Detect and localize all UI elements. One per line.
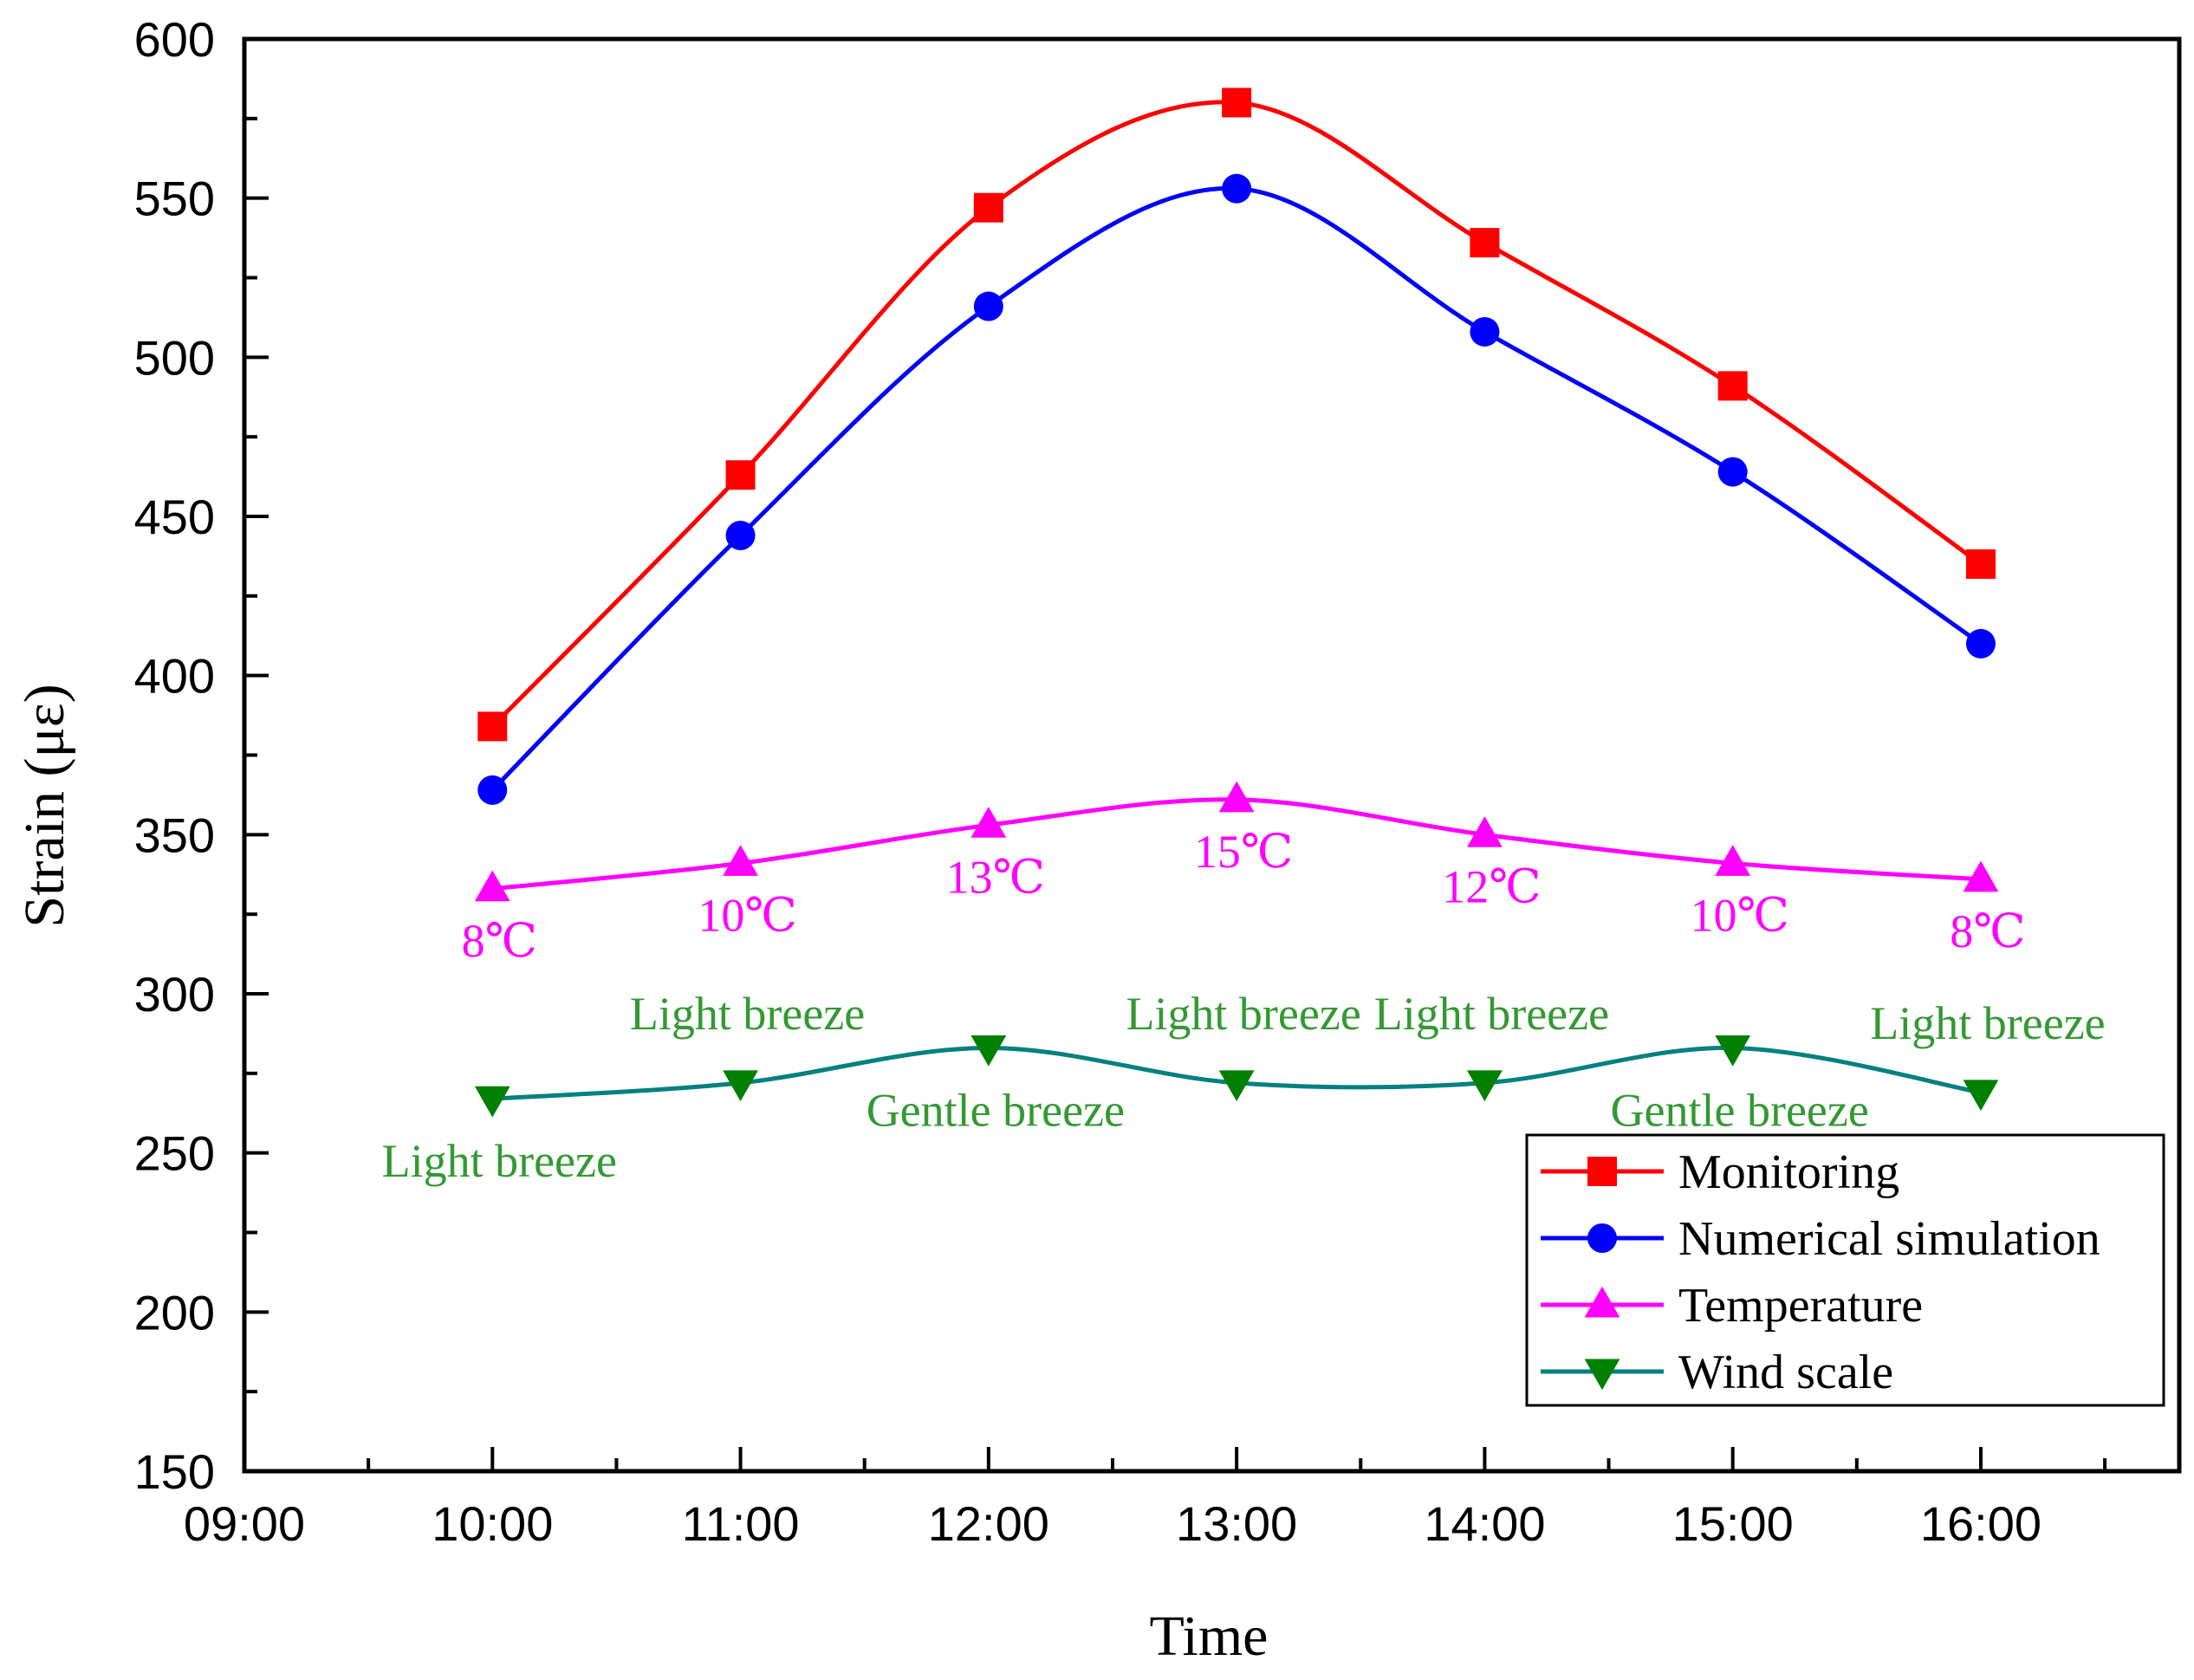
data-point <box>477 775 508 805</box>
data-label: 13℃ <box>946 851 1045 903</box>
data-label: 8℃ <box>1950 905 2025 957</box>
legend-item: Numerical simulation <box>1541 1212 2100 1266</box>
data-point <box>1222 88 1252 118</box>
data-point <box>474 1086 510 1118</box>
data-point <box>1717 371 1748 401</box>
legend-box <box>1525 1133 2165 1407</box>
data-label: Light breeze <box>1374 988 1609 1040</box>
data-point <box>477 711 508 742</box>
x-tick-label: 16:00 <box>1920 1496 2041 1551</box>
data-label: Light breeze <box>1126 988 1360 1040</box>
series-wind-scale <box>474 1035 1999 1118</box>
data-point <box>1467 816 1503 847</box>
data-point <box>1965 628 1996 658</box>
data-label: 12℃ <box>1442 860 1541 912</box>
legend-label: Monitoring <box>1678 1145 1899 1199</box>
data-label: 8℃ <box>462 915 537 967</box>
data-point <box>1717 457 1748 487</box>
data-point <box>1965 549 1996 580</box>
legend-item: Wind scale <box>1541 1346 1893 1399</box>
data-point <box>725 460 756 490</box>
data-point <box>1715 845 1751 876</box>
data-point <box>1470 316 1500 347</box>
data-point <box>970 1035 1007 1067</box>
y-tick-label: 350 <box>134 808 215 862</box>
data-label: Light breeze <box>630 988 865 1040</box>
data-label: Light breeze <box>382 1135 617 1187</box>
legend-item: Temperature <box>1541 1279 1923 1333</box>
y-tick-label: 200 <box>134 1285 215 1339</box>
data-point <box>1467 1070 1503 1102</box>
series-temperature <box>474 781 1999 902</box>
y-tick-label: 250 <box>134 1126 215 1181</box>
data-point <box>725 521 756 551</box>
data-label: Gentle breeze <box>1611 1084 1869 1136</box>
legend-marker <box>1587 1223 1617 1253</box>
y-tick-label: 450 <box>134 490 215 544</box>
data-point <box>973 291 1003 321</box>
x-tick-label: 15:00 <box>1672 1496 1794 1551</box>
data-point <box>973 192 1003 223</box>
data-label: 10℃ <box>698 889 796 941</box>
data-point <box>1963 1080 1999 1112</box>
legend-marker <box>1584 1359 1620 1391</box>
series-line <box>490 186 1983 792</box>
y-tick-label: 550 <box>134 172 215 226</box>
data-point <box>1218 781 1255 813</box>
data-point <box>1963 860 1999 892</box>
legend-label: Temperature <box>1678 1279 1923 1333</box>
legend-label: Numerical simulation <box>1678 1212 2100 1266</box>
data-point <box>1218 1070 1255 1102</box>
x-tick-label: 14:00 <box>1424 1496 1545 1551</box>
y-tick-label: 300 <box>134 967 215 1022</box>
legend-item: Monitoring <box>1541 1145 1899 1199</box>
data-point <box>1470 228 1500 258</box>
y-axis-title: Strain (με) <box>13 684 76 927</box>
data-label: 15℃ <box>1194 826 1293 878</box>
data-point <box>474 870 510 902</box>
x-tick-label: 13:00 <box>1176 1496 1297 1551</box>
x-tick-label: 11:00 <box>682 1496 800 1551</box>
data-point <box>1715 1035 1751 1067</box>
x-axis-title: Time <box>1150 1605 1269 1668</box>
legend-label: Wind scale <box>1678 1346 1893 1399</box>
x-tick-label: 10:00 <box>432 1496 553 1551</box>
legend-marker <box>1584 1286 1620 1318</box>
y-tick-label: 400 <box>134 649 215 704</box>
y-tick-label: 600 <box>134 12 215 67</box>
data-point <box>1222 173 1252 204</box>
x-tick-label: 09:00 <box>184 1496 305 1551</box>
legend-marker <box>1587 1157 1617 1186</box>
y-tick-label: 500 <box>134 330 215 385</box>
y-tick-label: 150 <box>134 1444 215 1499</box>
data-label: 10℃ <box>1690 889 1788 941</box>
series-numerical-simulation <box>477 173 1996 805</box>
data-label: Gentle breeze <box>867 1084 1125 1136</box>
data-point <box>723 1070 758 1102</box>
series-monitoring <box>477 88 1996 742</box>
x-tick-label: 12:00 <box>928 1496 1049 1551</box>
data-point <box>723 845 758 876</box>
data-point <box>970 807 1007 838</box>
data-label: Light breeze <box>1870 997 2105 1049</box>
